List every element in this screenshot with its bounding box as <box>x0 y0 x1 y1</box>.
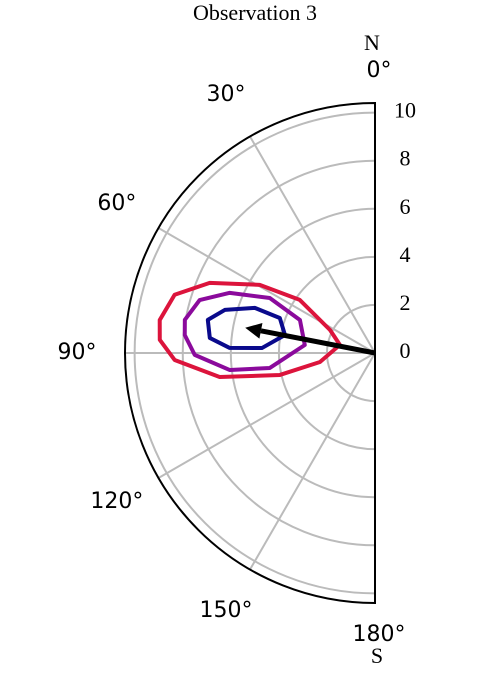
grid-spoke <box>157 227 376 354</box>
grid-spoke <box>249 352 376 571</box>
r-tick-label: 6 <box>400 194 411 219</box>
theta-tick-label: 30° <box>207 82 246 107</box>
theta-tick-label: 90° <box>58 340 97 365</box>
arrow-head <box>245 322 263 339</box>
theta-tick-label: 60° <box>97 191 136 216</box>
r-tick-label: 4 <box>400 242 411 267</box>
theta-tick-label: 0° <box>367 58 392 83</box>
r-tick-label: 0 <box>400 338 411 363</box>
theta-tick-label: 150° <box>200 598 253 623</box>
chart-title: Observation 3 <box>193 0 317 25</box>
polar-frame <box>124 101 376 605</box>
r-tick-label: 8 <box>400 146 411 171</box>
grid-spoke <box>249 135 376 354</box>
south-label: S <box>371 643 383 668</box>
r-tick-label: 2 <box>400 290 411 315</box>
r-tick-label: 10 <box>394 98 416 123</box>
theta-tick-label: 120° <box>90 489 143 514</box>
contour <box>182 290 307 373</box>
arrow-shaft <box>260 328 376 356</box>
theta-tick-label: 180° <box>353 622 406 647</box>
grid-spoke <box>157 352 376 479</box>
north-label: N <box>364 30 380 55</box>
